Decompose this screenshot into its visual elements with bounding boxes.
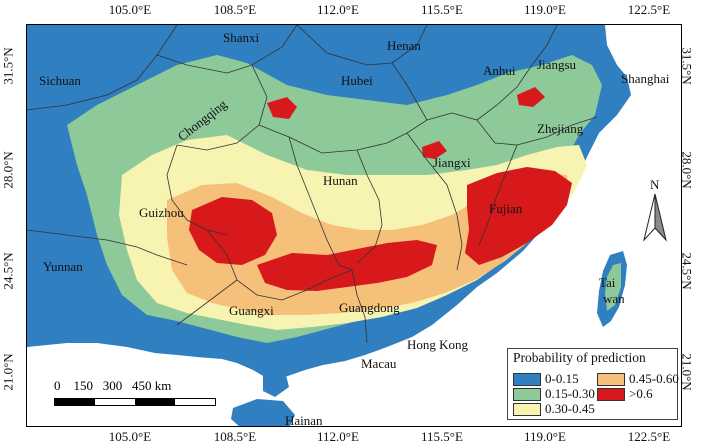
- map-panel: Shanxi Henan Sichuan Hubei Anhui Jiangsu…: [26, 24, 682, 427]
- leizhou-peninsula: [263, 369, 289, 397]
- label-anhui: Anhui: [483, 63, 516, 78]
- legend-swatch: [597, 387, 625, 401]
- legend-item-1: 0-0.15: [513, 371, 579, 387]
- legend-item-2: 0.15-0.30: [513, 386, 595, 402]
- lon-tick-top-3: 112.0°E: [317, 2, 359, 17]
- lon-tick-top-1: 105.0°E: [108, 2, 152, 17]
- label-henan: Henan: [387, 38, 421, 53]
- scale-labels: 0 150 300 450 km: [54, 378, 172, 393]
- map-svg: Shanxi Henan Sichuan Hubei Anhui Jiangsu…: [27, 25, 670, 427]
- north-arrow: N: [640, 176, 670, 246]
- lat-tick-left-4: 21.0°N: [0, 353, 16, 391]
- label-jiangxi: Jiangxi: [433, 155, 471, 170]
- label-fujian: Fujian: [489, 201, 523, 216]
- label-guangdong: Guangdong: [339, 300, 400, 315]
- label-hainan: Hainan: [285, 413, 323, 427]
- legend-label: >0.6: [629, 386, 653, 401]
- legend-swatch: [513, 387, 541, 401]
- lon-tick-bottom-4: 115.5°E: [421, 429, 463, 444]
- lat-tick-left-2: 28.0°N: [0, 151, 16, 189]
- lat-tick-left-1: 31.5°N: [0, 47, 16, 85]
- legend-swatch: [513, 372, 541, 386]
- label-taiwan-1: Tai: [599, 275, 616, 290]
- label-taiwan-2: wan: [603, 291, 625, 306]
- legend-item-4: 0.45-0.60: [597, 371, 679, 387]
- zone-high-fujian: [465, 167, 572, 265]
- legend-label: 0.15-0.30: [545, 386, 595, 401]
- lon-tick-top-5: 119.0°E: [524, 2, 566, 17]
- taiwan-green: [605, 263, 621, 311]
- north-label: N: [650, 177, 660, 192]
- legend-swatch: [597, 372, 625, 386]
- legend-item-3: 0.30-0.45: [513, 401, 595, 417]
- label-guizhou: Guizhou: [139, 205, 184, 220]
- zone-high-south: [257, 240, 437, 291]
- lon-tick-bottom-3: 112.0°E: [317, 429, 359, 444]
- label-shanghai: Shanghai: [621, 71, 670, 86]
- label-yunnan: Yunnan: [43, 259, 83, 274]
- label-jiangsu: Jiangsu: [537, 57, 577, 72]
- legend-title: Probability of prediction: [513, 350, 646, 365]
- legend-label: 0-0.15: [545, 371, 579, 386]
- label-sichuan: Sichuan: [39, 73, 81, 88]
- lon-tick-top-2: 108.5°E: [213, 2, 257, 17]
- lon-tick-top-4: 115.5°E: [421, 2, 463, 17]
- legend-item-5: >0.6: [597, 386, 653, 402]
- legend-label: 0.30-0.45: [545, 401, 595, 416]
- lon-tick-bottom-2: 108.5°E: [213, 429, 257, 444]
- scale-bar-graphic: [54, 398, 216, 406]
- label-hubei: Hubei: [341, 73, 373, 88]
- province-borders: [27, 25, 598, 344]
- lon-tick-bottom-5: 119.0°E: [524, 429, 566, 444]
- lon-tick-bottom-6: 122.5°E: [627, 429, 671, 444]
- label-hunan: Hunan: [323, 173, 358, 188]
- zone-high-guizhou: [189, 197, 277, 265]
- north-arrow-icon: N: [643, 177, 667, 242]
- legend-swatch: [513, 402, 541, 416]
- label-zhejiang: Zhejiang: [537, 121, 584, 136]
- legend-label: 0.45-0.60: [629, 371, 679, 386]
- label-hong-kong: Hong Kong: [407, 337, 469, 352]
- lon-tick-bottom-1: 105.0°E: [108, 429, 152, 444]
- legend: Probability of prediction 0-0.15 0.15-0.…: [507, 348, 679, 420]
- lon-tick-top-6: 122.5°E: [627, 2, 671, 17]
- scale-bar: 0 150 300 450 km: [54, 378, 216, 406]
- label-guangxi: Guangxi: [229, 303, 274, 318]
- hainan-island: [231, 399, 295, 426]
- label-macau: Macau: [361, 356, 397, 371]
- label-shanxi: Shanxi: [223, 30, 260, 45]
- lat-tick-left-3: 24.5°N: [0, 252, 16, 290]
